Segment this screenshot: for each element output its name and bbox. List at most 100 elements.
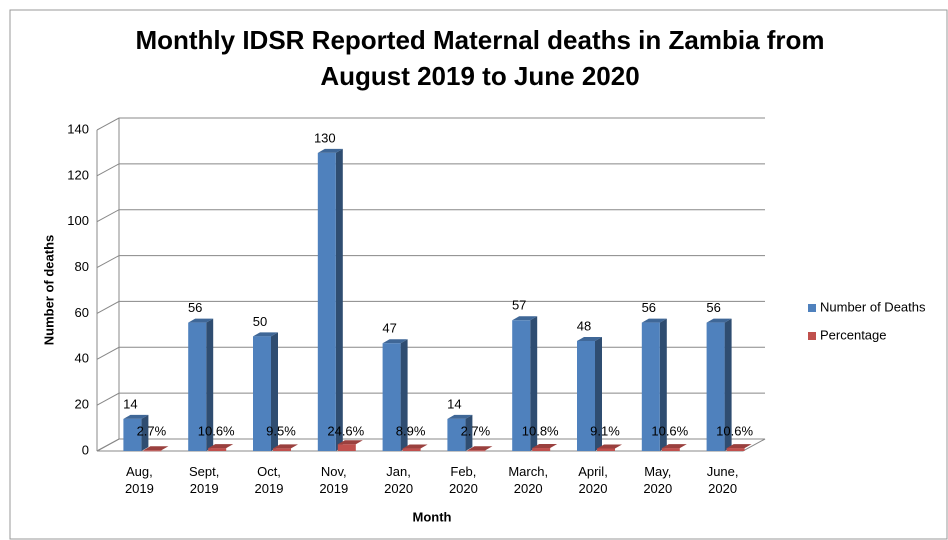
bar-side [400,339,408,451]
bar-top [337,440,363,445]
value-label: 47 [382,321,396,336]
x-tick-label-line: 2019 [125,481,154,496]
grid-line [96,209,765,223]
bar-front [577,340,595,451]
x-tick-label: Nov, 2019 [319,464,348,496]
frame [9,9,948,540]
bar-front [123,418,142,451]
x-tick-label-line: 2019 [255,481,284,496]
bar-front [597,448,615,451]
value-label: 130 [314,130,336,145]
y-tick-label: 40 [75,351,89,366]
x-tick-label-line: 2020 [384,481,413,496]
bar-front [447,418,466,451]
x-tick-label-line: March, [508,464,548,479]
bar-top [402,444,428,449]
bar-front [661,448,680,451]
bar [726,444,752,451]
legend-label: Percentage [820,327,887,342]
x-tick-label-line: Oct, [257,464,281,479]
x-tick-label-line: 2020 [708,481,737,496]
value-label: 57 [512,298,526,313]
value-label: 2.7% [461,423,491,438]
bar-top [532,444,558,449]
value-label: 10.6% [198,423,235,438]
bar [208,444,234,451]
legend-label: Number of Deaths [820,299,926,314]
bar-top [577,336,602,341]
bar [123,414,149,451]
grid-line [96,163,765,177]
bar [337,440,363,451]
x-tick-label-line: April, [578,464,608,479]
bar-side [271,332,278,451]
bar [402,444,428,451]
x-tick-label-line: Jan, [386,464,411,479]
value-label: 56 [188,300,202,315]
bar-front [188,322,207,451]
x-tick-label-line: 2020 [514,481,543,496]
x-tick-label-line: 2020 [579,481,608,496]
bar-side [465,414,473,451]
legend-swatch [808,304,816,312]
y-axis-label: Number of deaths [41,235,56,346]
bar-side [724,318,732,451]
x-tick-label-line: 2019 [190,481,219,496]
bar [512,316,538,451]
y-tick-label: 0 [82,442,89,457]
value-label: 10.6% [651,423,688,438]
bar-top [661,444,687,449]
bar-top [123,414,149,419]
x-tick-label-line: May, [644,464,671,479]
bar-side [595,336,602,451]
bar [273,444,298,451]
bar [188,318,214,451]
bar-top [512,316,538,321]
bar [447,414,473,451]
y-tick-label: 60 [75,305,89,320]
value-label: 9.5% [266,423,296,438]
bar [577,336,602,451]
bar-top [447,414,473,419]
x-tick-label-line: Aug, [126,464,153,479]
bar-side [141,414,149,451]
bar-top [253,332,278,337]
value-label: 48 [577,318,591,333]
bar-top [706,318,732,323]
value-label: 24.6% [327,423,364,438]
x-tick-label: Sept, 2019 [189,464,219,496]
value-label: 10.8% [522,423,559,438]
chart-title: Monthly IDSR Reported Maternal deaths in… [135,25,825,91]
x-tick-label-line: Sept, [189,464,219,479]
x-tick-label-line: 2020 [449,481,478,496]
grid-line [96,392,765,406]
bar [467,446,493,452]
bar-front [337,444,356,451]
value-label: 56 [642,300,656,315]
x-tick-label: May, 2020 [643,464,672,496]
value-label: 50 [253,314,267,329]
y-tick-label: 80 [75,259,89,274]
bar [641,318,667,451]
value-label: 2.7% [137,423,167,438]
y-tick-label: 20 [75,397,89,412]
x-tick-label: June, 2020 [707,464,739,496]
bar-front [641,322,660,451]
bar-top [143,446,169,451]
bar-front [402,448,421,451]
x-tick-label-line: 2019 [319,481,348,496]
bar-top [317,148,343,153]
bar [532,444,558,451]
bar-front [532,448,551,451]
value-label: 14 [123,396,137,411]
x-tick-label: Feb, 2020 [449,464,478,496]
bar-top [597,444,622,449]
y-tick-label: 100 [67,213,89,228]
grid-line [96,117,765,131]
y-tick-label: 120 [67,167,89,182]
bar [253,332,278,451]
bar-front [512,320,531,451]
bar-top [467,446,493,451]
